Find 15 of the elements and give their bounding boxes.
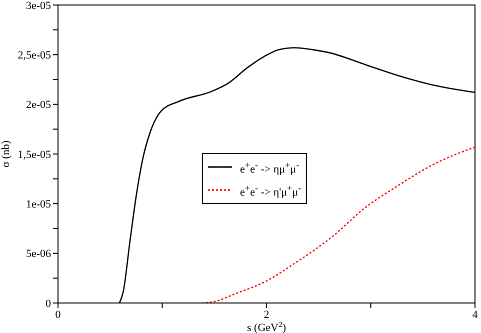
legend-label: e$^{+}$e$^{-}$ -> η'μ$^{+}$μ$^{-}$ [240, 182, 302, 200]
y-tick-label: 1e-05 [26, 198, 52, 211]
y-tick-label: 0 [46, 298, 52, 310]
y-tick-label: 5e-06 [26, 248, 52, 260]
y-axis-title: σ (nb) [0, 140, 12, 168]
line-series [201, 146, 475, 303]
x-tick-label: 4 [472, 308, 478, 321]
y-tick-label: 3e-05 [26, 0, 52, 12]
legend-label: e$^{+}$e$^{-}$ -> ημ$^{+}$μ$^{-}$ [240, 159, 300, 178]
y-tick-label: 1,5e-05 [18, 148, 52, 161]
x-axis-title: s (GeV$^{2}$) [247, 320, 286, 333]
x-tick-label: 2 [264, 308, 270, 321]
y-tick-label: 2e-05 [26, 99, 52, 112]
x-tick-label: 0 [55, 308, 62, 321]
y-tick-label: 2,5e-05 [18, 50, 52, 62]
